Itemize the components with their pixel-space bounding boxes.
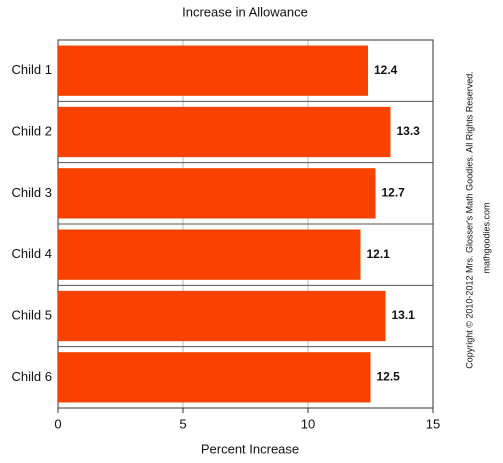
value-label: 12.4 xyxy=(374,63,398,77)
bar xyxy=(58,106,391,158)
y-tick-label: Child 4 xyxy=(12,246,52,261)
bar xyxy=(58,290,386,342)
x-tick-label: 10 xyxy=(301,416,315,431)
bar xyxy=(58,168,376,219)
website: mathgoodies.com xyxy=(481,202,491,273)
bar xyxy=(58,229,361,280)
x-axis-label: Percent Increase xyxy=(201,441,299,456)
x-tick-label: 15 xyxy=(426,416,440,431)
chart-title: Increase in Allowance xyxy=(182,4,308,19)
x-tick-label: 5 xyxy=(179,416,186,431)
value-label: 12.1 xyxy=(367,247,391,261)
y-tick-label: Child 2 xyxy=(12,123,52,138)
value-label: 12.7 xyxy=(382,186,406,200)
plot-frame xyxy=(57,39,434,409)
y-tick-label: Child 6 xyxy=(12,369,52,384)
value-label: 13.1 xyxy=(392,308,416,322)
copyright: Copyright © 2010-2012 Mrs. Glosser's Mat… xyxy=(464,71,474,368)
y-tick-label: Child 3 xyxy=(12,185,52,200)
value-label: 13.3 xyxy=(397,124,421,138)
bar xyxy=(58,352,371,403)
value-label: 12.5 xyxy=(377,370,401,384)
y-tick-label: Child 5 xyxy=(12,307,52,322)
x-tick-label: 0 xyxy=(54,416,61,431)
y-tick-label: Child 1 xyxy=(12,62,52,77)
bar xyxy=(58,45,368,96)
